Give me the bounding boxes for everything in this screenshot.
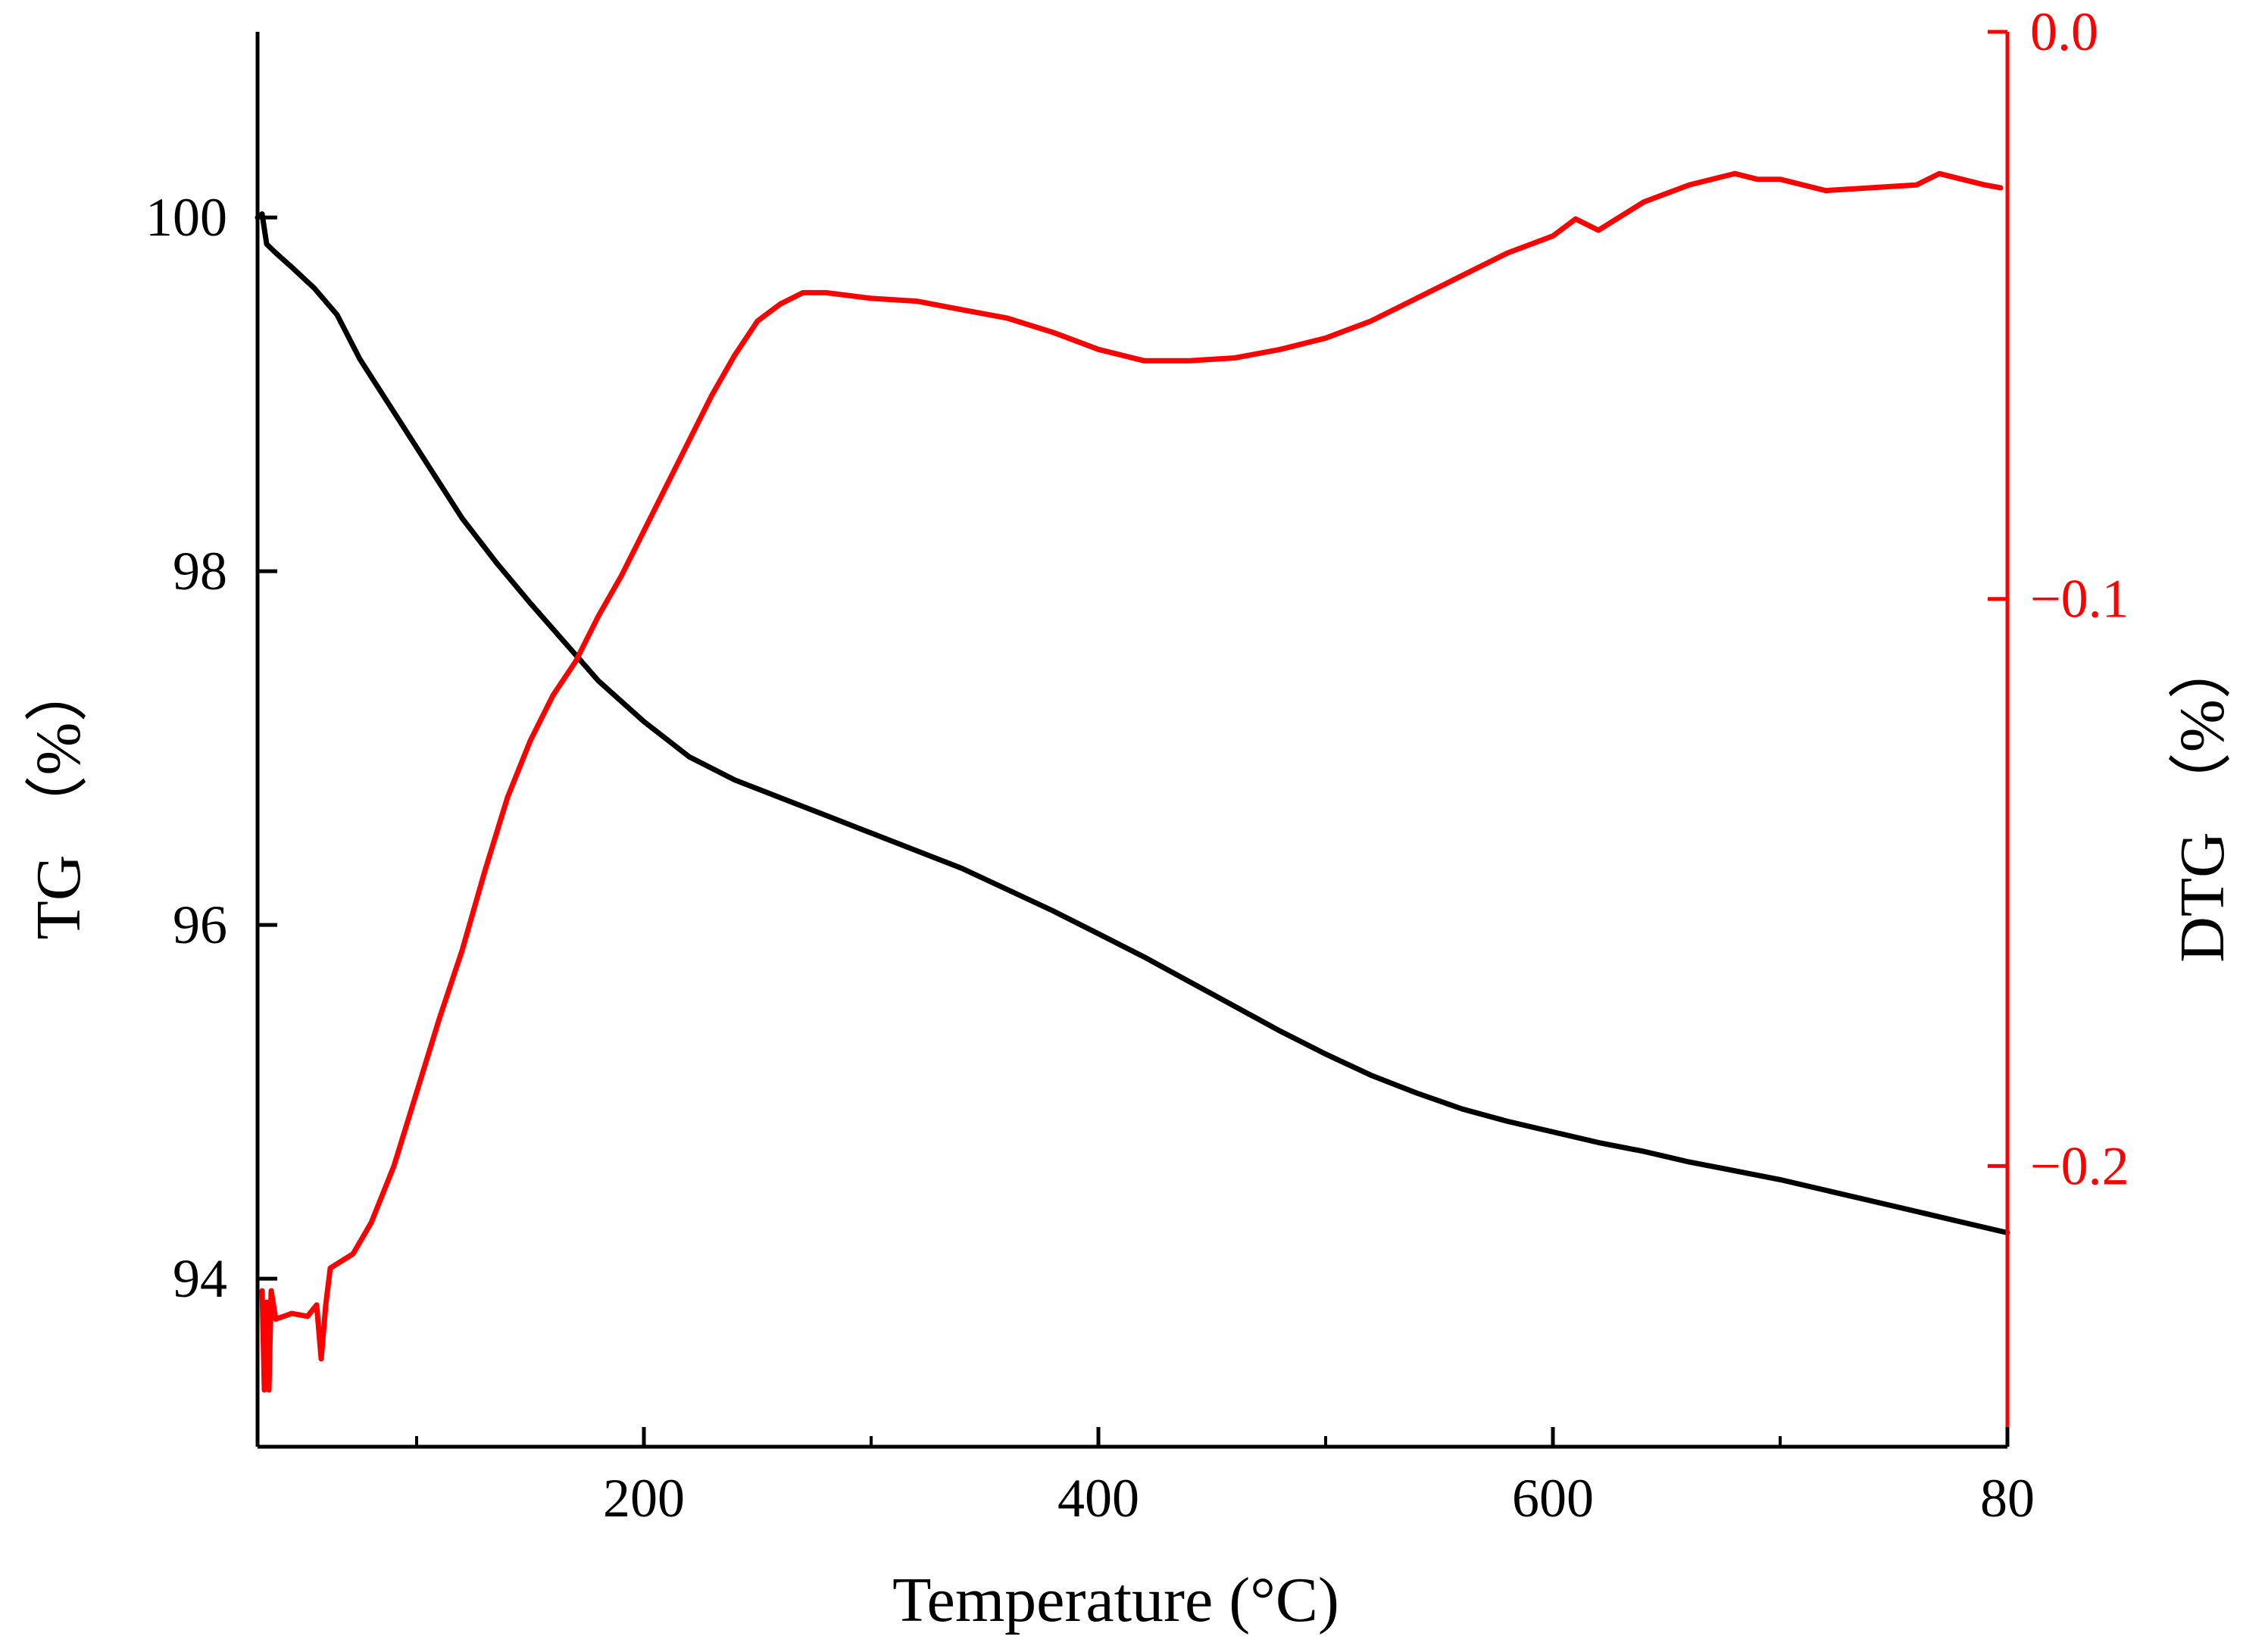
plot-lines: [255, 170, 2010, 1393]
axes: [255, 30, 2010, 1449]
x-tick-label: 400: [1057, 1468, 1139, 1529]
x-tick-label: 80: [1980, 1468, 2035, 1529]
left-y-tick-label: 100: [145, 187, 227, 248]
x-tick-label: 200: [603, 1468, 685, 1529]
right-y-tick-label: 0.0: [2030, 2, 2098, 62]
dtg-series-line: [259, 170, 2004, 1393]
left-y-tick-label: 98: [173, 541, 227, 601]
left-y-axis-title: TG （%）: [23, 659, 94, 940]
right-y-tick-label: −0.1: [2030, 569, 2129, 629]
right-y-tick-label: −0.2: [2030, 1135, 2129, 1196]
tg-series-line: [255, 211, 2010, 1235]
x-axis-title: Temperature (°C): [892, 1565, 1339, 1635]
x-tick-label: 600: [1512, 1468, 1594, 1529]
left-y-tick-label: 94: [173, 1248, 227, 1309]
right-y-axis-title: DTG （%）: [2167, 636, 2238, 963]
tick-labels: 200 400 600 80 94 96 98 100 0.0 −0.1 −0.2: [145, 2, 2129, 1529]
left-y-tick-label: 96: [173, 895, 227, 955]
